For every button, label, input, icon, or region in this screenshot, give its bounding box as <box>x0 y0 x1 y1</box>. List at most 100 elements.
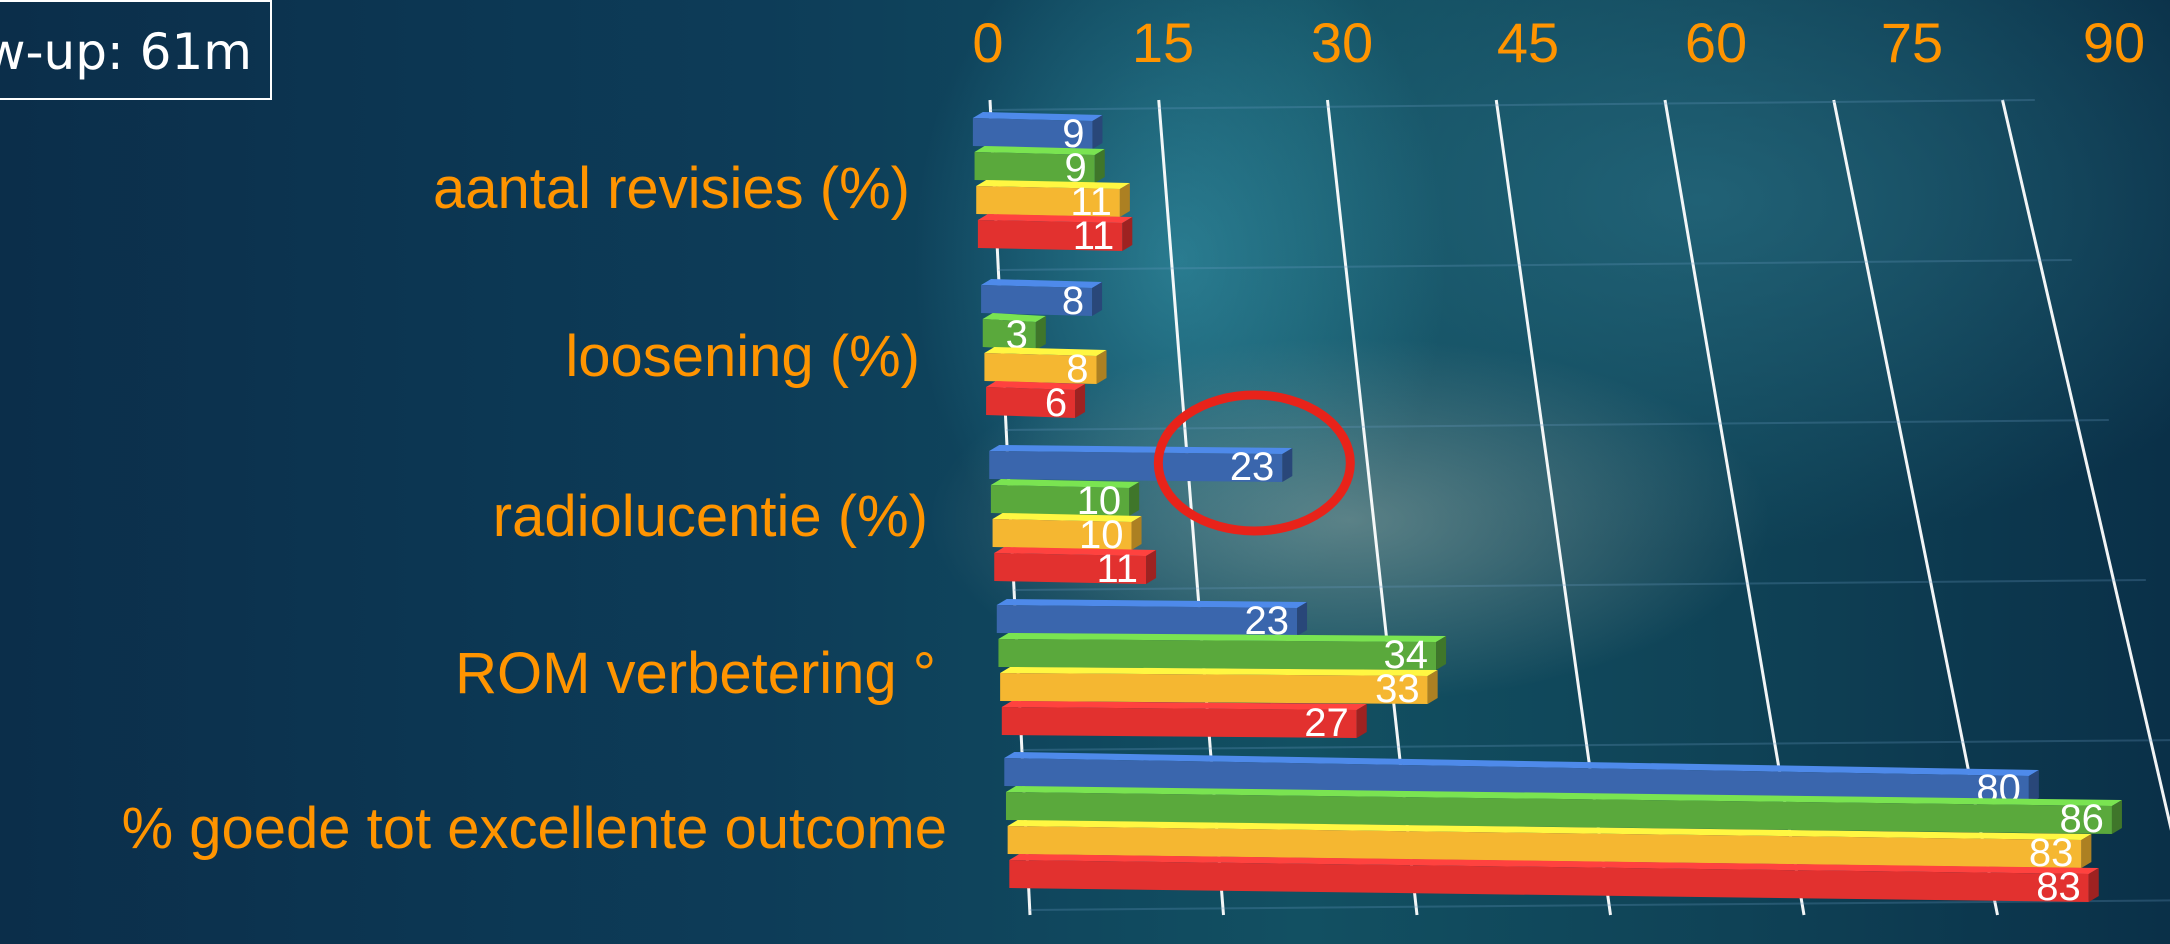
bar <box>984 347 1107 384</box>
bar-end-cap <box>1131 516 1142 550</box>
data-label: 11 <box>1073 214 1115 258</box>
bar-end-cap <box>2081 834 2092 868</box>
bar <box>998 633 1447 670</box>
bar-top-face <box>1000 667 1438 676</box>
bar-front-face <box>990 485 1130 516</box>
data-label: 9 <box>1064 146 1086 190</box>
band-line <box>1006 419 2109 431</box>
x-tick-label-75: 75 <box>1881 11 1943 74</box>
data-label: 27 <box>1304 701 1349 745</box>
bar <box>990 479 1140 516</box>
bar-front-face <box>998 639 1437 670</box>
category-label: radiolucentie (%) <box>493 484 928 549</box>
bar-top-face <box>1004 752 2039 776</box>
bar-front-face <box>994 553 1147 584</box>
bar-front-face <box>981 285 1093 316</box>
gridlines <box>988 99 2170 916</box>
bar <box>989 445 1293 482</box>
bar-top-face <box>976 180 1130 189</box>
bar <box>986 381 1086 418</box>
bar <box>972 112 1103 149</box>
highlight-ellipse <box>1153 390 1355 536</box>
bar-top-face <box>990 479 1140 488</box>
bar <box>1004 752 2039 804</box>
bar-top-face <box>972 112 1103 121</box>
x-tick-label-30: 30 <box>1311 11 1373 74</box>
bar-end-cap <box>1427 670 1438 704</box>
band-line <box>990 99 2035 111</box>
bar-top-face <box>998 633 1447 642</box>
bar <box>996 599 1308 636</box>
bar <box>982 313 1046 350</box>
bar-end-cap <box>2028 770 2039 804</box>
bar-end-cap <box>1356 704 1367 738</box>
bar-top-face <box>989 445 1293 454</box>
gridline-90 <box>2001 99 2170 831</box>
category-label: % goede tot excellente outcome <box>122 796 947 861</box>
bar-end-cap <box>1146 550 1157 584</box>
x-tick-label-45: 45 <box>1497 11 1559 74</box>
bar <box>992 513 1142 550</box>
bar-front-face <box>996 605 1298 636</box>
bar-end-cap <box>1297 602 1308 636</box>
bar-front-face <box>984 353 1097 384</box>
bar <box>977 214 1133 251</box>
bar-top-face <box>974 146 1105 155</box>
bar <box>974 146 1105 183</box>
bar-end-cap <box>1035 316 1046 350</box>
data-label: 33 <box>1375 667 1420 711</box>
category-label: aantal revisies (%) <box>433 156 910 221</box>
data-label: 23 <box>1230 445 1275 489</box>
bar-end-cap <box>1092 282 1103 316</box>
bar-top-face <box>1001 701 1367 710</box>
bar-top-face <box>996 599 1308 608</box>
bar-end-cap <box>1075 384 1086 418</box>
bar-front-face <box>1004 758 2029 804</box>
bar-front-face <box>976 186 1120 217</box>
band-line <box>1029 899 2170 911</box>
x-tick-label-0: 0 <box>972 11 1003 74</box>
data-label: 8 <box>1066 347 1088 391</box>
bar-end-cap <box>2088 868 2099 902</box>
bar-end-cap <box>1119 183 1130 217</box>
data-label: 3 <box>1006 313 1028 357</box>
bar <box>994 547 1157 584</box>
data-label: 6 <box>1045 381 1067 425</box>
bar-front-face <box>982 319 1036 350</box>
category-label: loosening (%) <box>565 324 920 389</box>
bar <box>1009 854 2099 902</box>
bar <box>976 180 1130 217</box>
bar-end-cap <box>1436 636 1447 670</box>
bar-end-cap <box>1092 115 1103 149</box>
bar-top-face <box>994 547 1157 556</box>
data-label: 9 <box>1062 112 1084 156</box>
bar-top-face <box>992 513 1142 522</box>
bar-top-face <box>984 347 1107 356</box>
bar-top-face <box>986 381 1086 390</box>
bar-top-face <box>982 313 1046 322</box>
bar-front-face <box>977 220 1123 251</box>
bar-front-face <box>1009 860 2089 902</box>
data-label: 34 <box>1384 633 1429 677</box>
bar-front-face <box>974 152 1095 183</box>
bar-end-cap <box>1094 149 1105 183</box>
data-label: 86 <box>2059 797 2104 841</box>
band-line <box>1014 579 2146 591</box>
bar-front-face <box>992 519 1132 550</box>
data-label: 8 <box>1062 279 1084 323</box>
x-tick-label-90: 90 <box>2083 11 2145 74</box>
category-label: ROM verbetering ° <box>455 641 936 706</box>
bar-end-cap <box>1122 217 1133 251</box>
bar-front-face <box>986 387 1076 418</box>
bar-end-cap <box>1129 482 1140 516</box>
bar-top-face <box>1007 820 2092 840</box>
bar-top-face <box>977 214 1133 223</box>
bar-front-face <box>989 451 1283 482</box>
bar-top-face <box>1009 854 2099 874</box>
bar-front-face <box>972 118 1093 149</box>
x-tick-label-60: 60 <box>1685 11 1747 74</box>
bar <box>1001 701 1367 738</box>
bar-end-cap <box>1096 350 1107 384</box>
data-label: 11 <box>1097 547 1139 591</box>
